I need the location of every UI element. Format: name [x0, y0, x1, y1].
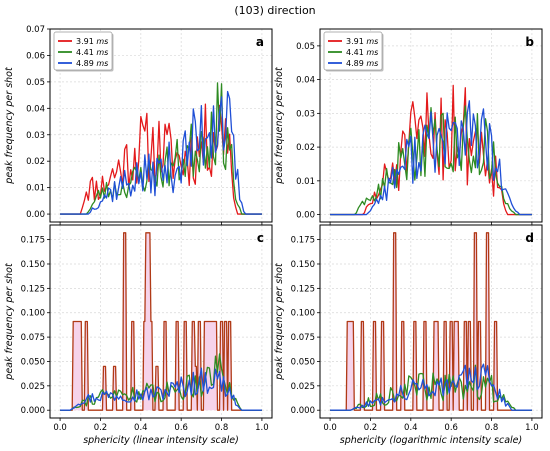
axes-frame — [49, 28, 273, 223]
figure-title: (103) direction — [234, 4, 315, 17]
axes-frame — [319, 224, 543, 419]
y-axis-label: peak frequency per shot — [274, 262, 285, 381]
plot-area — [330, 232, 532, 411]
x-tick-label: 1.0 — [255, 423, 269, 433]
y-tick-label: 0.07 — [26, 25, 45, 35]
y-axis-label: peak frequency per shot — [4, 66, 15, 185]
x-tick-label: 0.8 — [215, 423, 229, 433]
series-line-3-91 — [330, 232, 532, 411]
panel-a: 0.00 0.01 0.02 0.03 0.04 0.05 0.06 0.07 peak fre… — [4, 25, 273, 225]
legend-unit: ms — [366, 59, 378, 68]
legend-entry: 3.91 ms — [346, 37, 378, 46]
y-tick-label: 0.06 — [26, 51, 45, 61]
y-tick-label: 0.025 — [21, 382, 45, 392]
x-tick-label: 0.4 — [134, 423, 148, 433]
x-tick-label: 0.2 — [364, 423, 378, 433]
legend-entry: 4.89 ms — [346, 59, 378, 68]
x-axis-label: sphericity (logarithmic intensity scale) — [340, 435, 522, 446]
panel-label: a — [256, 35, 264, 49]
y-tick-label: 0.000 — [291, 406, 315, 416]
x-tick-label: 0.6 — [174, 423, 188, 433]
y-tick-label: 0.05 — [296, 42, 315, 52]
legend-entry: 4.41 ms — [76, 48, 108, 57]
y-tick-label: 0.175 — [291, 236, 315, 246]
y-tick-label: 0.125 — [21, 284, 45, 294]
legend: 3.91 ms 4.41 ms 4.89 ms — [53, 31, 114, 72]
x-tick-label: 1.0 — [525, 423, 539, 433]
series-line-3-91 — [60, 232, 262, 411]
series-line-4-89 — [60, 90, 262, 215]
x-tick-label: 0.8 — [485, 423, 499, 433]
legend-unit: ms — [96, 59, 108, 68]
y-tick-label: 0.075 — [291, 333, 315, 343]
y-axis-label: peak frequency per shot — [274, 66, 285, 185]
x-tick-label: 0.4 — [404, 423, 418, 433]
plot-area — [60, 82, 262, 215]
x-axis-label: sphericity (linear intensity scale) — [83, 435, 239, 446]
panel-label: b — [525, 35, 534, 49]
x-tick-label: 0.2 — [94, 423, 108, 433]
legend-unit: ms — [96, 48, 108, 57]
y-tick-label: 0.05 — [26, 78, 45, 88]
series-line-4-89 — [330, 100, 532, 216]
y-tick-label: 0.03 — [26, 131, 45, 141]
y-tick-label: 0.03 — [296, 109, 315, 119]
y-tick-label: 0.100 — [291, 309, 315, 319]
plot-area — [60, 232, 262, 411]
y-tick-label: 0.01 — [296, 177, 315, 187]
x-tick-label: 0.0 — [53, 423, 67, 433]
panel-d: 0.0 0.2 0.4 0.6 0.8 1.0 0.000 0.025 0.050 0.075 0.… — [274, 224, 543, 446]
y-tick-label: 0.04 — [26, 104, 45, 114]
legend-entry: 4.89 ms — [76, 59, 108, 68]
legend-entry: 3.91 ms — [76, 37, 108, 46]
y-tick-label: 0.150 — [21, 260, 45, 270]
x-tick-label: 0.0 — [323, 423, 337, 433]
x-tick-label: 0.6 — [444, 423, 458, 433]
panel-label: d — [525, 231, 534, 245]
panel-c: 0.0 0.2 0.4 0.6 0.8 1.0 0.000 0.025 0.050 0.075 0.… — [4, 224, 273, 446]
series-line-4-41 — [330, 105, 532, 216]
y-tick-label: 0.050 — [21, 357, 45, 367]
series-line-4-41 — [60, 82, 262, 215]
axes-frame — [319, 28, 543, 223]
y-axis-label: peak frequency per shot — [4, 262, 15, 381]
y-tick-label: 0.02 — [26, 157, 45, 167]
legend-unit: ms — [366, 48, 378, 57]
y-tick-label: 0.000 — [21, 406, 45, 416]
series-line-4-41 — [330, 364, 532, 411]
spike-fill — [330, 232, 532, 411]
spike-fill — [60, 232, 262, 411]
y-tick-label: 0.100 — [21, 309, 45, 319]
legend-entry: 4.41 ms — [346, 48, 378, 57]
y-tick-label: 0.01 — [26, 184, 45, 194]
legend-unit: ms — [96, 37, 108, 46]
y-tick-label: 0.025 — [291, 382, 315, 392]
panel-b: 0.00 0.01 0.02 0.03 0.04 0.05 peak frequency p… — [274, 28, 543, 225]
y-tick-label: 0.02 — [296, 143, 315, 153]
panel-label: c — [257, 231, 264, 245]
axes-frame — [49, 224, 273, 419]
series-line-4-89 — [330, 363, 532, 411]
y-tick-label: 0.075 — [21, 333, 45, 343]
y-tick-label: 0.150 — [291, 260, 315, 270]
y-tick-label: 0.04 — [296, 76, 315, 86]
y-tick-label: 0.00 — [296, 211, 315, 221]
y-tick-label: 0.00 — [26, 210, 45, 220]
y-tick-label: 0.125 — [291, 284, 315, 294]
series-line-3-91 — [330, 84, 532, 216]
y-tick-label: 0.050 — [291, 357, 315, 367]
y-tick-label: 0.175 — [21, 236, 45, 246]
series-line-4-89 — [60, 367, 262, 411]
legend-unit: ms — [366, 37, 378, 46]
legend: 3.91 ms 4.41 ms 4.89 ms — [323, 31, 384, 72]
plot-area — [330, 84, 532, 216]
